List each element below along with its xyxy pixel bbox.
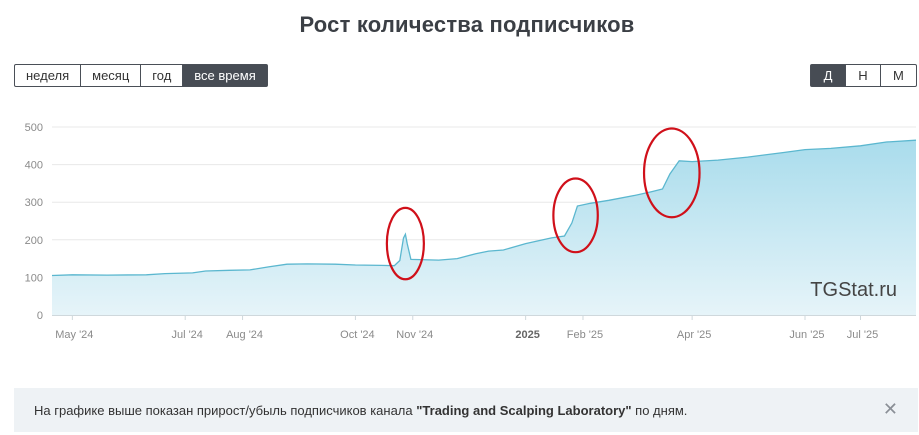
aggregation-week-button[interactable]: Н xyxy=(845,64,881,87)
subscribers-area xyxy=(52,140,916,315)
subscribers-line xyxy=(51,139,917,277)
y-tick-label: 0 xyxy=(37,310,43,322)
annotation-ellipse xyxy=(642,127,701,219)
y-tick-label: 200 xyxy=(25,235,43,247)
x-tick-label: Jul '25 xyxy=(847,329,878,341)
x-tick-label: 2025 xyxy=(515,329,539,341)
subscribers-chart[interactable]: 0 100 200 300 400 500 May '24 Jul '24 Aug '24 Oct… xyxy=(0,110,919,350)
y-tick-label: 500 xyxy=(25,122,43,134)
period-week-button[interactable]: неделя xyxy=(14,64,82,87)
annotation-ellipse xyxy=(385,206,425,281)
y-tick-label: 400 xyxy=(25,160,43,172)
info-banner: На графике выше показан прирост/убыль по… xyxy=(14,388,918,432)
x-tick-label: Feb '25 xyxy=(567,329,603,341)
period-year-button[interactable]: год xyxy=(140,64,184,87)
x-tick-label: Aug '24 xyxy=(226,329,263,341)
period-selector: неделя месяц год все время xyxy=(14,64,268,87)
info-text: На графике выше показан прирост/убыль по… xyxy=(34,403,687,418)
close-icon[interactable]: ✕ xyxy=(882,399,898,419)
channel-name: "Trading and Scalping Laboratory" xyxy=(416,402,632,418)
period-month-button[interactable]: месяц xyxy=(80,64,142,87)
period-all-time-button[interactable]: все время xyxy=(182,64,268,87)
x-tick-label: Jul '24 xyxy=(171,329,202,341)
x-tick-label: Nov '24 xyxy=(396,329,433,341)
tgstat-watermark: TGStat.ru xyxy=(810,279,897,301)
info-prefix: На графике выше показан прирост/убыль по… xyxy=(34,402,417,418)
aggregation-month-button[interactable]: М xyxy=(880,64,917,87)
y-tick-label: 100 xyxy=(25,272,43,284)
annotation-ellipse xyxy=(552,177,599,254)
aggregation-selector: Д Н М xyxy=(810,64,917,87)
x-tick-label: Jun '25 xyxy=(789,329,824,341)
aggregation-day-button[interactable]: Д xyxy=(810,64,846,87)
x-tick-label: Oct '24 xyxy=(340,329,375,341)
info-suffix: по дням. xyxy=(631,402,688,418)
x-tick-label: Apr '25 xyxy=(677,329,712,341)
y-tick-label: 300 xyxy=(25,197,43,209)
x-tick-label: May '24 xyxy=(55,329,93,341)
chart-title: Рост количества подписчиков xyxy=(299,12,635,37)
